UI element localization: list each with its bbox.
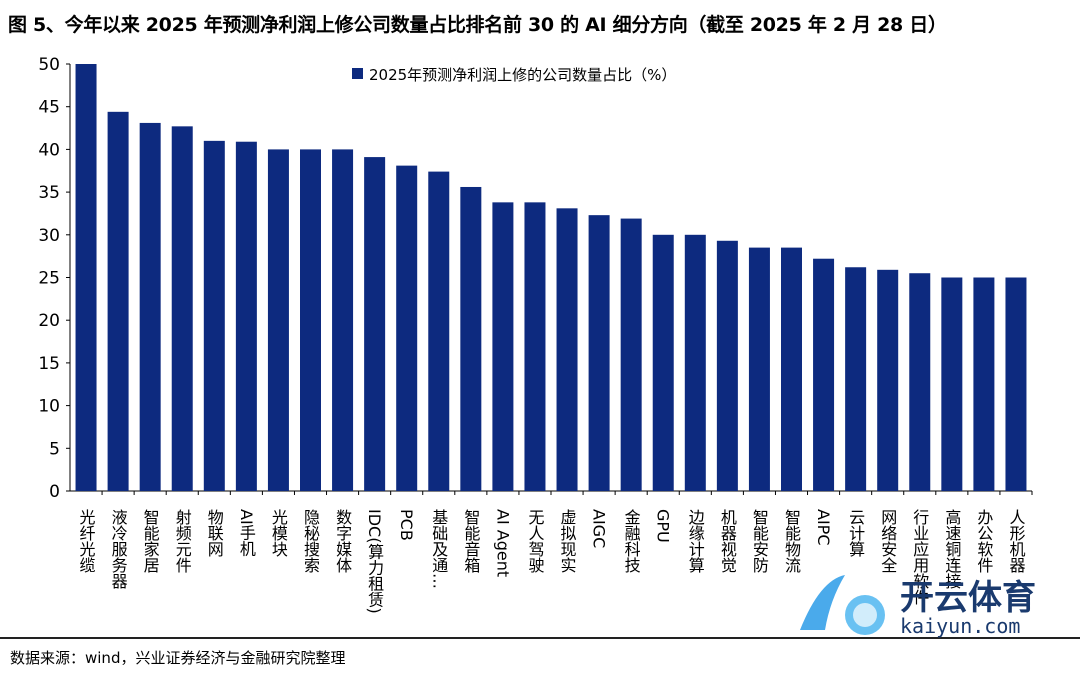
bar-GPU [652, 234, 674, 492]
x-tick-label: 行业应用软件 [910, 509, 929, 605]
bar-数字媒体 [332, 149, 354, 491]
x-tick-label: 数字媒体 [333, 509, 352, 573]
y-tick-label: 0 [49, 482, 60, 502]
x-tick-label: 物联网 [205, 509, 224, 558]
x-tick-label: PCB [397, 509, 416, 541]
bar-AIGC [588, 215, 610, 491]
logo-icon [800, 575, 885, 635]
bar-办公软件 [973, 277, 995, 491]
x-tick-label: 隐秘搜索 [301, 509, 320, 573]
x-tick-label: AI Agent [493, 509, 512, 577]
x-tick-label: 网络安全 [878, 509, 897, 573]
bar-物联网 [203, 140, 225, 492]
bar-光模块 [267, 149, 289, 491]
x-tick-label: 智能家居 [141, 509, 160, 573]
y-tick-label: 5 [49, 439, 60, 459]
watermark-text: 开云体育 [900, 578, 1036, 618]
bar-智能家居 [139, 122, 161, 492]
bar-云计算 [845, 267, 867, 491]
x-tick-label: 光模块 [269, 509, 288, 557]
watermark-url: kaiyun.com [900, 614, 1021, 638]
x-tick-label: 液冷服务器 [109, 509, 128, 589]
source-note: 数据来源：wind，兴业证券经济与金融研究院整理 [10, 649, 346, 667]
x-tick-label: 机器视觉 [718, 509, 737, 573]
y-tick-label: 50 [38, 55, 60, 75]
y-tick-label: 25 [38, 269, 60, 289]
bar-光纤光缆 [75, 64, 97, 491]
x-tick-label: 云计算 [846, 509, 865, 557]
watermark-logo: 开云体育 kaiyun.com [790, 570, 1080, 640]
bar-PCB [396, 165, 418, 491]
x-tick-label: 智能物流 [782, 509, 801, 574]
bar-智能音箱 [460, 186, 482, 491]
x-tick-label: 光纤光缆 [77, 509, 96, 573]
bar-网络安全 [877, 269, 899, 491]
bar-AI手机 [235, 141, 257, 492]
bar-机器视觉 [716, 240, 738, 491]
x-tick-label: 金融科技 [622, 509, 641, 574]
x-tick-label: 高速铜连接 [942, 509, 961, 590]
bar-chart: 0 5 10 15 20 25 30 35 40 45 50 光纤光缆 液冷服务器 智能家居 射频元件 物联网… [38, 55, 1033, 614]
y-tick-label: 20 [38, 311, 60, 331]
x-tick-label: IDC(算力租赁) [365, 509, 384, 614]
x-tick-label: AI手机 [237, 509, 256, 558]
y-tick-label: 10 [38, 397, 60, 417]
bottom-divider [0, 637, 1080, 639]
bar-隐秘搜索 [300, 149, 321, 491]
y-tick-label: 35 [38, 183, 60, 203]
x-tick-label: 边缘计算 [686, 509, 705, 573]
bar-无人驾驶 [524, 202, 546, 491]
bar-AI Agent [492, 202, 514, 491]
bar-虚拟现实 [556, 208, 578, 492]
bar-边缘计算 [684, 234, 706, 492]
x-tick-label: 人形机器 [1006, 509, 1025, 573]
x-tick-label: AIPC [814, 509, 833, 545]
x-tick-label: 无人驾驶 [525, 509, 544, 574]
legend-swatch [352, 68, 363, 79]
bar-射频元件 [171, 126, 193, 491]
bar-AIPC [813, 258, 835, 491]
bar-智能安防 [748, 247, 770, 491]
y-tick-label: 45 [38, 98, 60, 118]
x-tick-label: 办公软件 [974, 509, 993, 573]
y-tick-label: 40 [38, 140, 60, 160]
figure-title: 图 5、今年以来 2025 年预测净利润上修公司数量占比排名前 30 的 AI … [8, 14, 947, 36]
legend-label: 2025年预测净利润上修的公司数量占比（%） [369, 66, 676, 84]
y-tick-label: 15 [38, 354, 60, 374]
bar-金融科技 [620, 218, 642, 491]
x-tick-label: 基础及通… [429, 509, 448, 589]
x-tick-label: 虚拟现实 [558, 509, 577, 573]
x-tick-label: GPU [654, 509, 673, 543]
bar-高速铜连接 [941, 277, 963, 491]
bar-智能物流 [781, 247, 802, 491]
bar-基础及通… [428, 171, 450, 491]
y-tick-label: 30 [38, 226, 60, 246]
x-tick-label: 智能音箱 [461, 509, 480, 573]
bar-人形机器 [1005, 277, 1027, 491]
bar-液冷服务器 [107, 111, 129, 491]
bar-IDC(算力租赁) [364, 157, 386, 491]
bar-行业应用软件 [909, 273, 931, 491]
x-tick-label: AIGC [590, 509, 609, 548]
x-tick-label: 智能安防 [750, 509, 769, 574]
x-tick-label: 射频元件 [173, 509, 192, 573]
